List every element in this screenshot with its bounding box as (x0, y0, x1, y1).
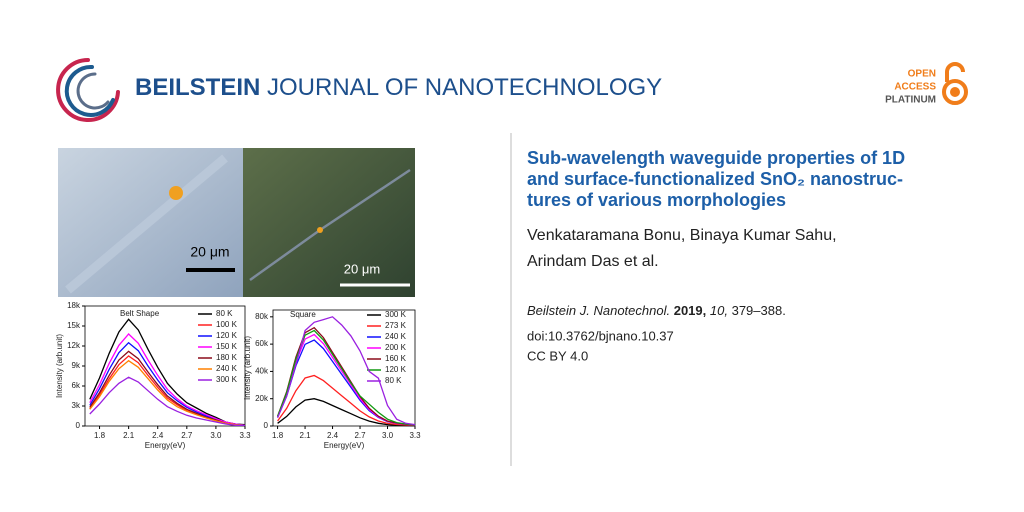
y-tick-label: 40k (255, 367, 269, 376)
logo (56, 58, 120, 122)
x-tick-label: 3.0 (382, 431, 394, 440)
line-series (276, 326, 416, 426)
x-axis-label: Energy(eV) (324, 441, 365, 450)
y-tick-label: 0 (76, 421, 81, 430)
title-line: tures of various morphologies (527, 190, 786, 210)
lock-icon (942, 62, 968, 105)
legend-label: 273 K (385, 321, 407, 330)
legend-label: 300 K (216, 375, 238, 384)
doi: doi:10.3762/bjnano.10.37 (527, 328, 674, 343)
x-tick-label: 2.4 (152, 431, 164, 440)
glow (169, 186, 183, 200)
x-tick-label: 3.3 (409, 431, 421, 440)
y-tick-label: 20k (255, 394, 269, 403)
y-tick-label: 15k (67, 321, 81, 330)
line-series (277, 374, 416, 427)
line-series (89, 359, 246, 426)
license: CC BY 4.0 (527, 348, 588, 363)
title-line: and surface-functionalized SnO₂ nanostru… (527, 169, 903, 189)
glow (317, 227, 323, 233)
annotation: Belt Shape (120, 309, 160, 318)
x-tick-label: 2.7 (354, 431, 366, 440)
x-tick-label: 1.8 (94, 431, 106, 440)
y-tick-label: 0 (264, 421, 269, 430)
plot-frame (272, 309, 416, 427)
legend-label: 150 K (216, 342, 238, 351)
article-title: Sub-wavelength waveguide properties of 1… (527, 148, 905, 210)
x-axis-label: Energy(eV) (145, 441, 186, 450)
legend-label: 180 K (216, 353, 238, 362)
legend-label: 240 K (216, 364, 238, 373)
journal-name: BEILSTEIN JOURNAL OF NANOTECHNOLOGY (135, 74, 662, 101)
scale-label: 20 μm (190, 244, 229, 260)
chart: 0 3k 6k 9k 12k 15k 18k 1.8 2.1 2.4 2.7 3.0 3.3 Energy… (55, 301, 251, 450)
legend-label: 160 K (385, 354, 407, 363)
legend-label: 100 K (216, 320, 238, 329)
legend-label: 120 K (216, 331, 238, 340)
authors: Venkataramana Bonu, Binaya Kumar Sahu, (527, 227, 837, 244)
x-tick-label: 1.8 (272, 431, 284, 440)
y-axis-label: Intensity (arb.unit) (55, 334, 64, 398)
y-tick-label: 6k (72, 381, 81, 390)
x-tick-label: 3.3 (239, 431, 251, 440)
x-tick-label: 2.1 (123, 431, 135, 440)
line-series (277, 316, 416, 426)
badge: OPEN ACCESS PLATINUM (885, 69, 936, 106)
chart: 0 20k 40k 60k 80k 1.8 2.1 2.4 2.7 3.0 3.3 Energy(eV… (243, 309, 421, 450)
x-tick-label: 2.4 (327, 431, 339, 440)
y-tick-label: 60k (255, 339, 269, 348)
legend-label: 300 K (385, 310, 407, 319)
legend-label: 200 K (385, 343, 407, 352)
x-tick-label: 2.1 (300, 431, 312, 440)
x-tick-label: 3.0 (210, 431, 222, 440)
line-series (89, 376, 245, 426)
legend-label: 240 K (385, 332, 407, 341)
wire (65, 154, 228, 294)
line-series (277, 398, 416, 427)
line-series (89, 318, 246, 426)
y-tick-label: 12k (67, 341, 81, 350)
authors: Arindam Das et al. (527, 253, 659, 270)
legend-label: 80 K (216, 309, 233, 318)
line-series (89, 333, 246, 426)
y-tick-label: 3k (72, 401, 81, 410)
y-tick-label: 9k (72, 361, 81, 370)
citation: Beilstein J. Nanotechnol. 2019, 10, 379–… (527, 303, 786, 318)
x-tick-label: 2.7 (181, 431, 193, 440)
legend-label: 120 K (385, 365, 407, 374)
y-tick-label: 18k (67, 301, 81, 310)
y-tick-label: 80k (255, 312, 269, 321)
y-axis-label: Intensity (arb.unit) (243, 336, 252, 400)
title-line: Sub-wavelength waveguide properties of 1… (527, 148, 905, 168)
badge-text: OPEN (908, 69, 936, 80)
scale-label: 20 μm (344, 261, 380, 276)
annotation: Square (290, 310, 316, 319)
legend-label: 80 K (385, 376, 402, 385)
badge-text: PLATINUM (885, 95, 936, 106)
badge-text: ACCESS (894, 82, 936, 93)
